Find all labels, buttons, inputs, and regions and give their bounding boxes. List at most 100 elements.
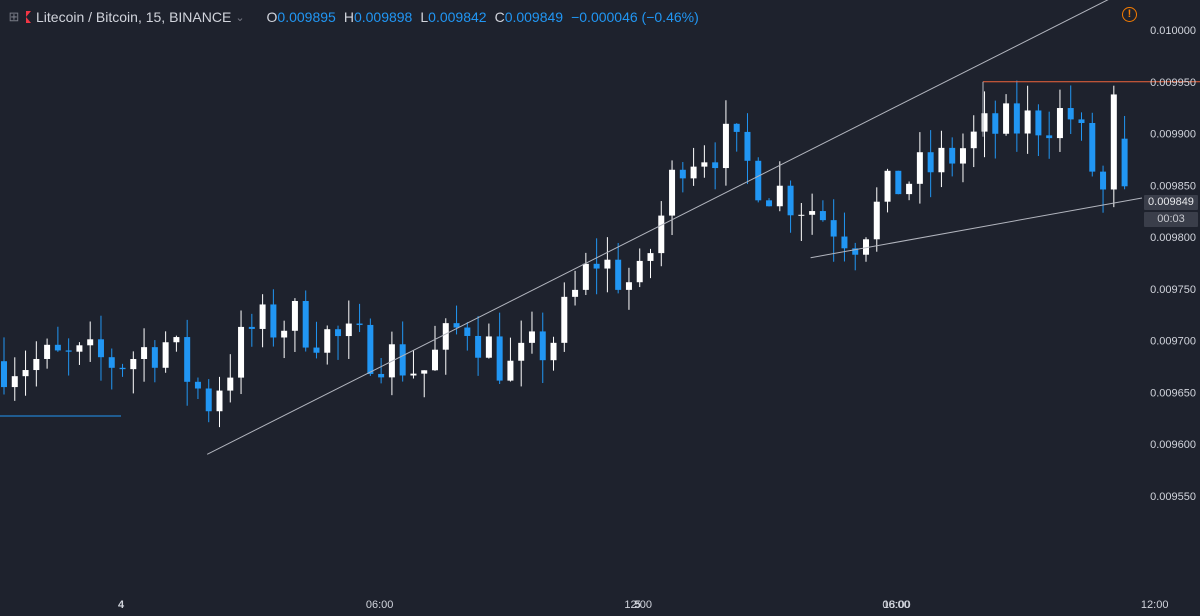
candle-body [669, 169, 676, 216]
candle-body [485, 336, 492, 358]
candle-body [809, 211, 816, 215]
candle-body [981, 113, 988, 132]
bar-countdown-label: 00:03 [1144, 212, 1198, 227]
candle-body [647, 253, 654, 261]
candle-body [701, 162, 708, 167]
candle-body [873, 201, 880, 240]
candle-body [841, 236, 848, 249]
time-tick-label: 06:00 [882, 599, 910, 611]
candle-body [625, 282, 632, 290]
candle-body [248, 326, 255, 329]
candle-body [636, 260, 643, 283]
candle-body [722, 123, 729, 169]
candle-body [895, 170, 902, 195]
candle-body [65, 350, 72, 352]
candle-body [712, 162, 719, 169]
candle-body [970, 131, 977, 149]
candle-body [399, 344, 406, 376]
drawing-tools [0, 0, 1200, 455]
candle-body [787, 185, 794, 216]
candle-body [216, 390, 223, 412]
price-axis[interactable]: 0.010000 0.009950 0.009900 0.009850 0.009800… [1150, 25, 1196, 503]
candle-body [1089, 122, 1096, 172]
candle-body [442, 323, 449, 350]
price-tick-label: 0.009750 [1150, 284, 1196, 296]
candle-body [324, 329, 331, 353]
candle-body [733, 123, 740, 132]
trend-line[interactable] [206, 0, 1142, 455]
candle-body [852, 248, 859, 255]
candle-body [410, 373, 417, 376]
price-tick-label: 0.009600 [1150, 439, 1196, 451]
candle-body [604, 259, 611, 269]
exchange-flag-icon [26, 11, 31, 23]
candle-body [949, 147, 956, 164]
candle-body [97, 339, 104, 358]
candle-body [356, 323, 363, 325]
candle-body [281, 330, 288, 338]
candle-body [615, 259, 622, 290]
candle-body [1056, 108, 1063, 139]
candle-body [582, 263, 589, 290]
candle-body [744, 131, 751, 161]
candle-body [238, 326, 245, 378]
candle-body [1, 361, 7, 388]
candle-body [884, 170, 891, 202]
price-tick-label: 0.009950 [1150, 77, 1196, 89]
candle-body [1067, 108, 1074, 120]
candle-body [1110, 94, 1117, 190]
price-tick-label: 0.010000 [1150, 25, 1196, 37]
price-tick-label: 0.009700 [1150, 336, 1196, 348]
candle-body [572, 289, 579, 297]
candle-body [1024, 110, 1031, 134]
warning-icon[interactable]: ! [1122, 7, 1137, 22]
candle-body [518, 342, 525, 361]
candle-body [270, 304, 277, 338]
candle-body [259, 304, 266, 329]
open-value: 0.009895 [277, 9, 336, 25]
candle-body [205, 388, 212, 412]
time-tick-label: 18:00 [883, 599, 911, 611]
candle-body [475, 335, 482, 358]
candle-body [108, 357, 115, 368]
candle-body [550, 342, 557, 361]
ohlc-values: O0.009895 H0.009898 L0.009842 C0.009849 … [267, 9, 699, 25]
candle-body [345, 323, 352, 337]
symbol-title[interactable]: Litecoin / Bitcoin, 15, BINANCE [36, 9, 232, 25]
candle-body [1121, 138, 1128, 187]
candle-body [938, 147, 945, 173]
time-tick-label: 5 [634, 599, 640, 611]
candle-body [173, 337, 180, 343]
candle-body [432, 349, 438, 371]
candle-body [992, 113, 999, 134]
candle-body [798, 214, 805, 216]
candle-body [453, 323, 460, 328]
time-tick-label: 4 [118, 599, 125, 611]
candle-body [33, 358, 40, 371]
symbol-legend: ⊞ Litecoin / Bitcoin, 15, BINANCE ⌄ O0.0… [6, 6, 699, 28]
candle-body [1100, 171, 1107, 190]
candle-body [22, 370, 29, 377]
candle-body [162, 342, 169, 368]
candle-body [819, 211, 826, 221]
chevron-down-icon[interactable]: ⌄ [235, 11, 245, 24]
candle-body [1013, 103, 1020, 134]
price-tick-label: 0.009850 [1150, 180, 1196, 192]
trend-line[interactable] [810, 197, 1143, 259]
candle-body [44, 344, 51, 359]
candle-body [194, 381, 201, 389]
time-tick-label: 06:00 [366, 599, 394, 611]
time-tick-label: 12:00 [624, 599, 652, 611]
candle-body [927, 152, 934, 173]
change-value: −0.000046 (−0.46%) [571, 9, 699, 25]
candle-body [130, 358, 137, 370]
candle-body [496, 336, 503, 381]
candle-body [906, 183, 913, 195]
expand-icon[interactable]: ⊞ [8, 9, 20, 24]
candle-body [528, 331, 535, 343]
candle-body [227, 377, 234, 391]
candle-body [766, 200, 773, 207]
candle-body [679, 169, 686, 179]
